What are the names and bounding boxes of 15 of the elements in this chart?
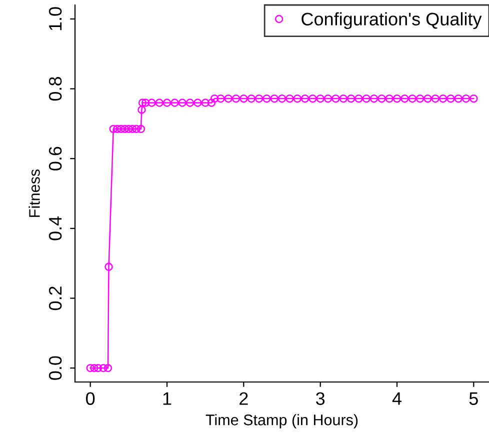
- x-tick-label: 3: [316, 392, 325, 405]
- x-axis-title: Time Stamp (in Hours): [206, 414, 358, 428]
- y-tick-label: 0.4: [48, 216, 62, 240]
- y-tick-label: 0.8: [48, 77, 62, 101]
- y-tick-label: 0.6: [48, 146, 62, 170]
- legend-label: Configuration's Quality: [302, 12, 482, 30]
- x-tick-label: 1: [163, 392, 172, 405]
- y-tick-label: 0.0: [48, 356, 62, 380]
- y-tick-label: 1.0: [48, 7, 62, 30]
- x-tick-label: 4: [392, 392, 402, 405]
- y-axis-title: Fitness: [28, 169, 40, 217]
- x-tick-label: 5: [469, 392, 478, 405]
- x-tick-label: 2: [240, 392, 248, 405]
- x-tick-label: 0: [86, 392, 95, 405]
- y-tick-label: 0.2: [48, 286, 62, 310]
